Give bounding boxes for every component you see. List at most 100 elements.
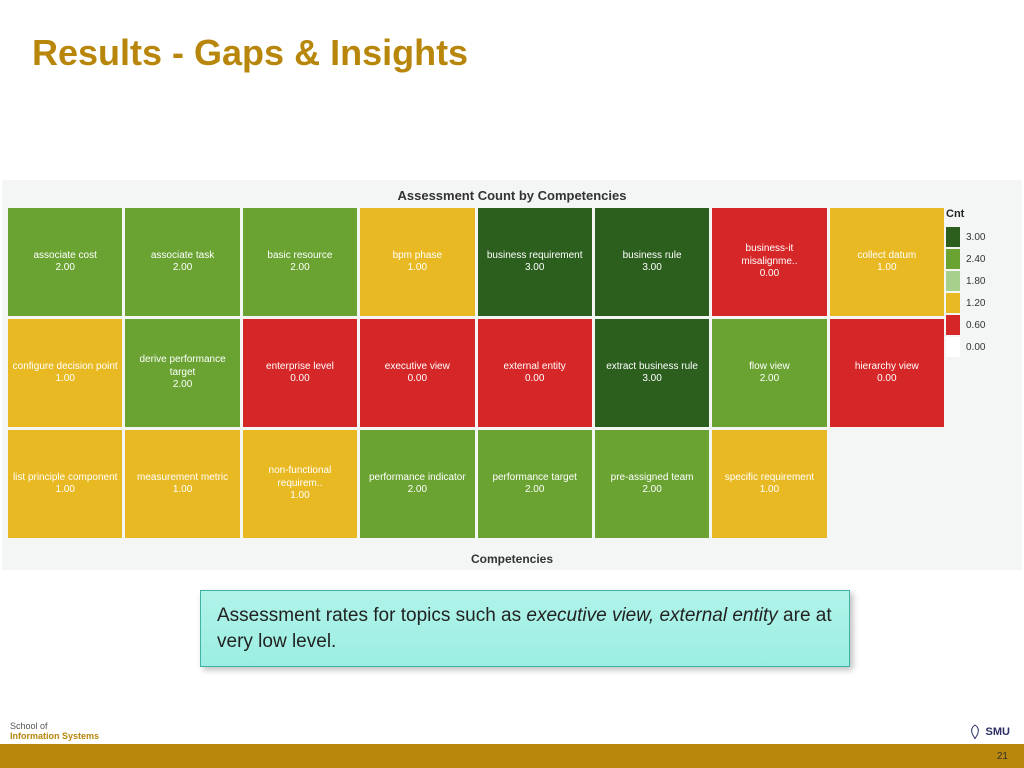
cell-value: 2.00 — [290, 262, 309, 275]
cell-value: 1.00 — [55, 484, 74, 497]
cell-label: executive view — [385, 361, 450, 374]
cell-value: 2.00 — [173, 262, 192, 275]
cell-label: business-it misalignme.. — [716, 243, 822, 268]
cell-label: associate task — [151, 250, 214, 263]
cell-value: 3.00 — [525, 262, 544, 275]
legend-swatch — [946, 293, 960, 313]
chart-title: Assessment Count by Competencies — [2, 180, 1022, 209]
heatmap-cell: configure decision point1.00 — [8, 319, 122, 427]
cell-value: 2.00 — [173, 379, 192, 392]
heatmap-cell: derive performance target2.00 — [125, 319, 239, 427]
legend-value: 1.80 — [966, 276, 985, 287]
cell-label: enterprise level — [266, 361, 334, 374]
cell-label: specific requirement — [725, 472, 814, 485]
heatmap-cell: list principle component1.00 — [8, 430, 122, 538]
legend-row: 1.80 — [946, 270, 1014, 292]
footer-right-logo: SMU — [968, 724, 1010, 740]
heatmap-cell: enterprise level0.00 — [243, 319, 357, 427]
heatmap-cell: flow view2.00 — [712, 319, 826, 427]
footer-bar — [0, 744, 1024, 768]
x-axis-label: Competencies — [2, 552, 1022, 566]
legend-swatch — [946, 227, 960, 247]
cell-value: 0.00 — [525, 373, 544, 386]
cell-label: business rule — [623, 250, 682, 263]
heatmap-cell: basic resource2.00 — [243, 208, 357, 316]
heatmap-cell: extract business rule3.00 — [595, 319, 709, 427]
cell-value: 3.00 — [642, 373, 661, 386]
legend-value: 3.00 — [966, 232, 985, 243]
legend-value: 0.00 — [966, 342, 985, 353]
logo-icon — [968, 724, 982, 740]
cell-label: collect datum — [857, 250, 916, 263]
heatmap-cell: business rule3.00 — [595, 208, 709, 316]
heatmap-cell: bpm phase1.00 — [360, 208, 474, 316]
heatmap-cell: performance target2.00 — [478, 430, 592, 538]
heatmap-cell: business requirement3.00 — [478, 208, 592, 316]
cell-value: 2.00 — [525, 484, 544, 497]
legend-swatch — [946, 249, 960, 269]
cell-label: hierarchy view — [855, 361, 919, 374]
cell-label: performance indicator — [369, 472, 466, 485]
cell-value: 1.00 — [760, 484, 779, 497]
cell-label: configure decision point — [13, 361, 118, 374]
heatmap-chart: Assessment Count by Competencies associa… — [2, 180, 1022, 570]
slide: Results - Gaps & Insights Assessment Cou… — [0, 0, 1024, 768]
heatmap-cell: executive view0.00 — [360, 319, 474, 427]
heatmap-cell: collect datum1.00 — [830, 208, 944, 316]
heatmap-grid-wrap: associate cost2.00associate task2.00basi… — [8, 208, 944, 538]
legend: Cnt 3.00 2.40 1.80 1.20 0.60 0.00 — [946, 208, 1014, 358]
cell-value: 2.00 — [408, 484, 427, 497]
cell-label: external entity — [504, 361, 566, 374]
cell-value: 1.00 — [55, 373, 74, 386]
footer-left: School of Information Systems — [10, 722, 99, 742]
heatmap-cell: specific requirement1.00 — [712, 430, 826, 538]
legend-row: 3.00 — [946, 226, 1014, 248]
cell-label: non-functional requirem.. — [247, 465, 353, 490]
heatmap-cell: hierarchy view0.00 — [830, 319, 944, 427]
cell-value: 0.00 — [877, 373, 896, 386]
legend-value: 2.40 — [966, 254, 985, 265]
heatmap-cell: business-it misalignme..0.00 — [712, 208, 826, 316]
legend-swatch — [946, 271, 960, 291]
callout-box: Assessment rates for topics such as exec… — [200, 590, 850, 667]
legend-swatch — [946, 315, 960, 335]
legend-swatch — [946, 337, 960, 357]
cell-label: basic resource — [267, 250, 332, 263]
heatmap-grid: associate cost2.00associate task2.00basi… — [8, 208, 944, 538]
legend-title: Cnt — [946, 208, 1014, 220]
cell-value: 0.00 — [760, 268, 779, 281]
cell-value: 1.00 — [173, 484, 192, 497]
legend-row: 0.60 — [946, 314, 1014, 336]
cell-value: 1.00 — [877, 262, 896, 275]
heatmap-cell: pre-assigned team2.00 — [595, 430, 709, 538]
heatmap-cell: associate cost2.00 — [8, 208, 122, 316]
legend-value: 0.60 — [966, 320, 985, 331]
cell-label: bpm phase — [393, 250, 442, 263]
footer-logo-text: SMU — [986, 726, 1010, 738]
cell-label: flow view — [749, 361, 790, 374]
heatmap-cell: performance indicator2.00 — [360, 430, 474, 538]
cell-label: measurement metric — [137, 472, 228, 485]
cell-value: 0.00 — [290, 373, 309, 386]
heatmap-cell: external entity0.00 — [478, 319, 592, 427]
cell-value: 0.00 — [408, 373, 427, 386]
heatmap-cell: associate task2.00 — [125, 208, 239, 316]
cell-label: derive performance target — [129, 354, 235, 379]
cell-label: business requirement — [487, 250, 583, 263]
cell-value: 2.00 — [760, 373, 779, 386]
heatmap-cell-blank — [830, 430, 944, 538]
callout-prefix: Assessment rates for topics such as — [217, 605, 526, 626]
heatmap-cell: non-functional requirem..1.00 — [243, 430, 357, 538]
cell-label: list principle component — [13, 472, 118, 485]
cell-value: 2.00 — [55, 262, 74, 275]
cell-label: pre-assigned team — [611, 472, 694, 485]
cell-label: associate cost — [34, 250, 97, 263]
legend-value: 1.20 — [966, 298, 985, 309]
cell-value: 3.00 — [642, 262, 661, 275]
callout-italic: executive view, external entity — [526, 605, 777, 626]
heatmap-cell: measurement metric1.00 — [125, 430, 239, 538]
cell-value: 2.00 — [642, 484, 661, 497]
page-title: Results - Gaps & Insights — [32, 32, 468, 74]
cell-label: extract business rule — [606, 361, 698, 374]
legend-row: 0.00 — [946, 336, 1014, 358]
